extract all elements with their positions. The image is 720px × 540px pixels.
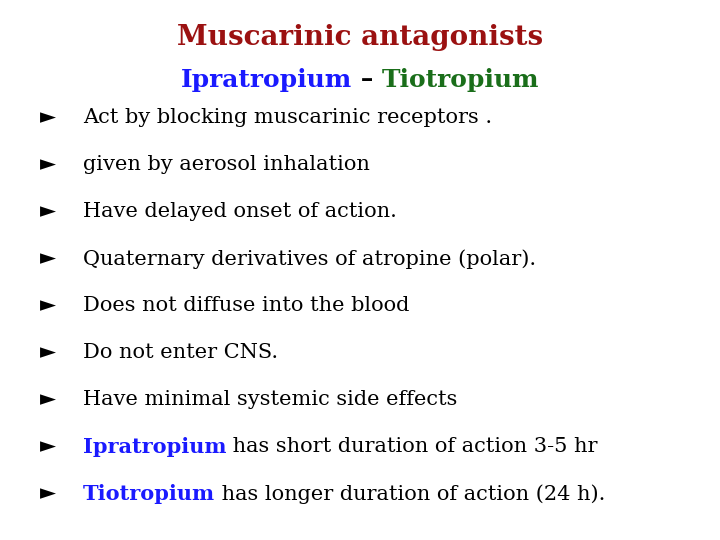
Text: ►: ► xyxy=(40,296,55,315)
Text: ►: ► xyxy=(40,155,55,174)
Text: Quaternary derivatives of atropine (polar).: Quaternary derivatives of atropine (pola… xyxy=(83,249,536,268)
Text: ►: ► xyxy=(40,484,55,503)
Text: Tiotropium: Tiotropium xyxy=(83,484,215,504)
Text: ►: ► xyxy=(40,249,55,268)
Text: ►: ► xyxy=(40,437,55,456)
Text: –: – xyxy=(352,68,382,91)
Text: Ipratropium: Ipratropium xyxy=(83,437,226,457)
Text: Ipratropium: Ipratropium xyxy=(181,68,352,91)
Text: given by aerosol inhalation: given by aerosol inhalation xyxy=(83,155,369,174)
Text: Have minimal systemic side effects: Have minimal systemic side effects xyxy=(83,390,457,409)
Text: Act by blocking muscarinic receptors .: Act by blocking muscarinic receptors . xyxy=(83,108,492,127)
Text: Does not diffuse into the blood: Does not diffuse into the blood xyxy=(83,296,409,315)
Text: ►: ► xyxy=(40,108,55,127)
Text: has short duration of action 3-5 hr: has short duration of action 3-5 hr xyxy=(226,437,598,456)
Text: has longer duration of action (24 h).: has longer duration of action (24 h). xyxy=(215,484,606,503)
Text: ►: ► xyxy=(40,343,55,362)
Text: Have delayed onset of action.: Have delayed onset of action. xyxy=(83,202,397,221)
Text: ►: ► xyxy=(40,390,55,409)
Text: ►: ► xyxy=(40,202,55,221)
Text: Tiotropium: Tiotropium xyxy=(382,68,539,91)
Text: Muscarinic antagonists: Muscarinic antagonists xyxy=(177,24,543,51)
Text: Do not enter CNS.: Do not enter CNS. xyxy=(83,343,278,362)
